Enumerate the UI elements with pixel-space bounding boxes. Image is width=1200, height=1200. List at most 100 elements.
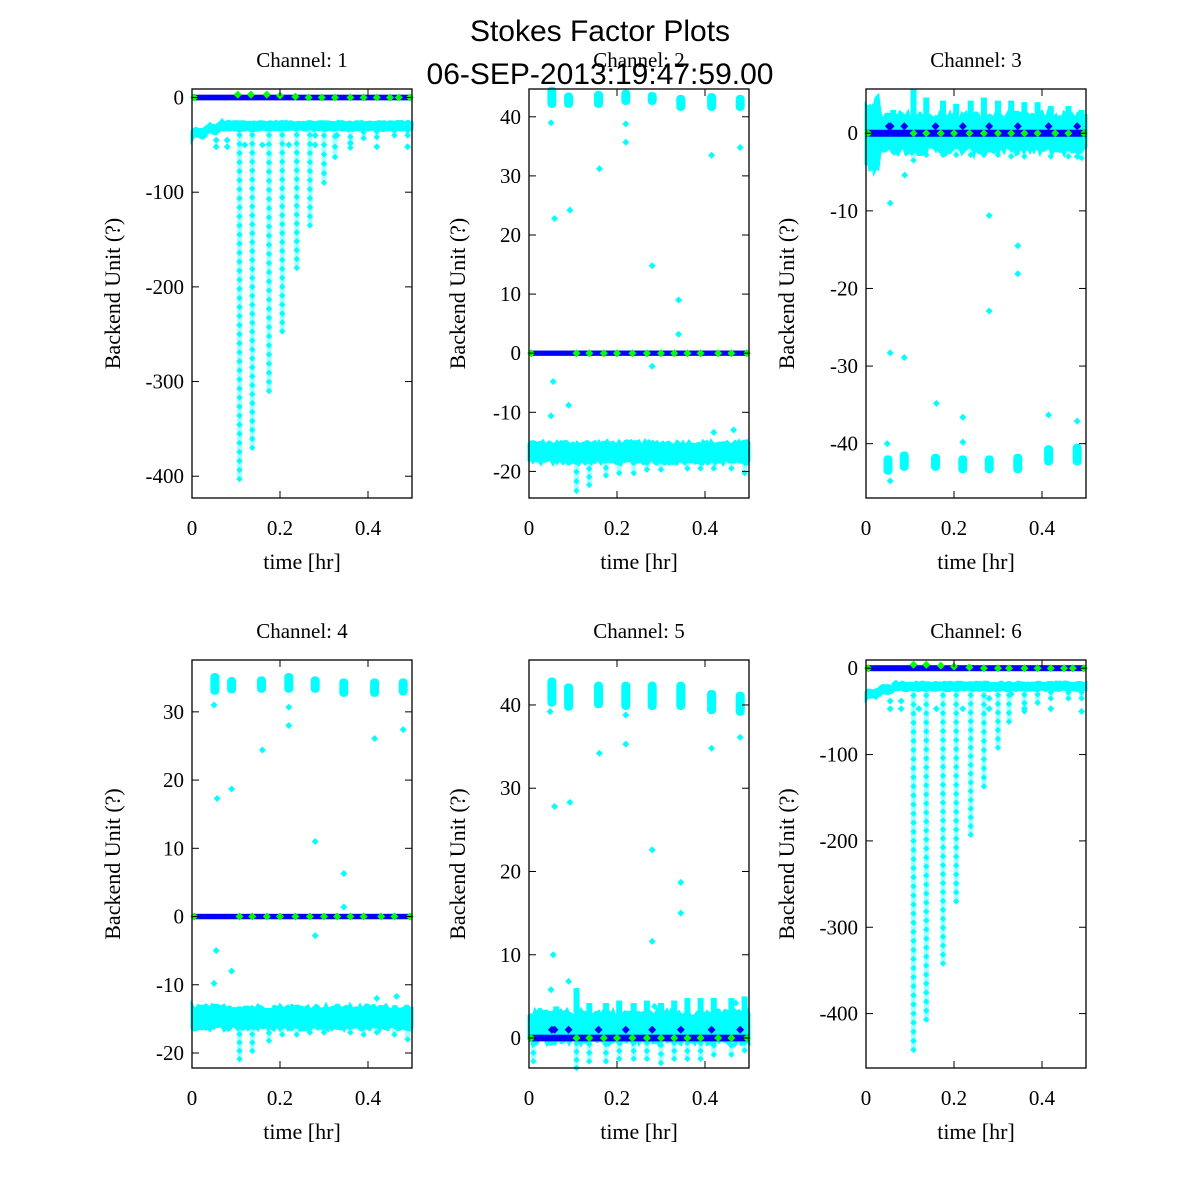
subplot-title: Channel: 5	[593, 619, 685, 643]
spike-trace	[871, 103, 878, 134]
data-point	[360, 122, 367, 130]
data-point	[630, 469, 637, 477]
zero-band	[529, 350, 749, 356]
data-point	[572, 349, 581, 358]
y-axis-label: Backend Unit (?)	[100, 788, 125, 940]
series-cyan-main	[527, 86, 751, 495]
data-point	[279, 212, 286, 219]
data-point	[212, 143, 220, 151]
data-point	[331, 153, 339, 161]
data-point	[967, 822, 974, 830]
data-point	[602, 1041, 610, 1048]
data-point	[360, 1031, 367, 1038]
data-point	[602, 456, 610, 464]
spike-trace	[967, 100, 974, 134]
data-point	[404, 132, 411, 139]
data-point	[923, 953, 930, 960]
y-tick-label: -200	[820, 829, 859, 853]
data-point	[359, 912, 368, 921]
data-point	[249, 265, 256, 273]
data-point	[293, 246, 300, 254]
data-point	[249, 319, 256, 326]
data-point	[994, 744, 1002, 751]
data-point	[236, 158, 243, 166]
data-point	[249, 238, 256, 246]
data-point	[939, 906, 947, 914]
data-point	[258, 746, 266, 754]
data-point	[923, 809, 930, 816]
data-point	[642, 1034, 651, 1043]
data-point	[741, 449, 748, 456]
y-tick-label: 10	[163, 836, 184, 860]
data-point	[714, 349, 723, 358]
data-point	[279, 203, 286, 210]
data-point	[965, 663, 974, 672]
y-axis-label: Backend Unit (?)	[445, 788, 470, 940]
data-point	[293, 131, 300, 138]
data-point	[1033, 664, 1042, 673]
data-point	[372, 93, 381, 102]
y-tick-label: 40	[500, 105, 521, 129]
data-point	[923, 728, 930, 735]
data-cluster	[1072, 443, 1082, 466]
data-point	[236, 1047, 243, 1055]
data-point	[710, 465, 717, 472]
data-point	[697, 465, 704, 472]
data-point	[236, 294, 243, 302]
y-tick-label: -200	[146, 275, 185, 299]
data-point	[616, 459, 623, 467]
data-point	[236, 421, 243, 428]
data-point	[333, 131, 341, 139]
data-point	[236, 430, 243, 437]
data-point	[728, 1051, 735, 1058]
data-point	[279, 1022, 286, 1030]
data-point	[939, 745, 947, 753]
data-point	[1021, 699, 1028, 707]
data-point	[293, 1031, 300, 1038]
data-point	[953, 763, 960, 771]
data-point	[953, 692, 960, 699]
data-cluster	[227, 677, 237, 694]
data-point	[1014, 242, 1022, 250]
y-tick-label: -10	[830, 199, 858, 223]
data-point	[249, 417, 256, 425]
y-tick-label: 30	[500, 776, 521, 800]
data-point	[236, 222, 243, 229]
data-cluster	[547, 86, 557, 108]
data-point	[320, 179, 328, 186]
data-point	[586, 1049, 593, 1057]
spike-trace	[332, 125, 338, 158]
data-point	[249, 247, 256, 255]
data-point	[886, 477, 894, 485]
data-point	[265, 278, 273, 285]
x-tick-label: 0	[861, 516, 872, 540]
x-tick-label: 0.2	[604, 516, 630, 540]
data-cluster	[676, 94, 686, 111]
data-point	[953, 710, 960, 717]
x-tick-label: 0	[187, 1086, 198, 1110]
data-point	[915, 705, 923, 713]
data-point	[959, 413, 967, 421]
data-point	[346, 93, 355, 102]
data-point	[293, 140, 300, 147]
data-point	[249, 274, 256, 282]
data-point	[291, 912, 300, 921]
data-point	[697, 1047, 704, 1055]
data-point	[910, 801, 917, 808]
data-point	[249, 185, 256, 192]
data-point	[265, 1029, 273, 1037]
data-point	[1020, 664, 1029, 673]
data-point	[643, 466, 651, 473]
spike-trace	[266, 125, 272, 392]
x-tick-label: 0	[187, 516, 198, 540]
data-point	[306, 1014, 314, 1021]
y-tick-label: -300	[146, 370, 185, 394]
data-point	[741, 459, 748, 467]
subplot-channel-2: Channel: 2 0 0.2 0.4 40 30 20 10 0 -10 -20 time [hr…	[445, 48, 751, 574]
data-point	[249, 1047, 256, 1055]
y-tick-label: 0	[174, 86, 185, 110]
data-point	[1065, 145, 1072, 152]
data-point	[990, 146, 998, 154]
data-point	[320, 912, 328, 921]
data-point	[265, 186, 273, 194]
